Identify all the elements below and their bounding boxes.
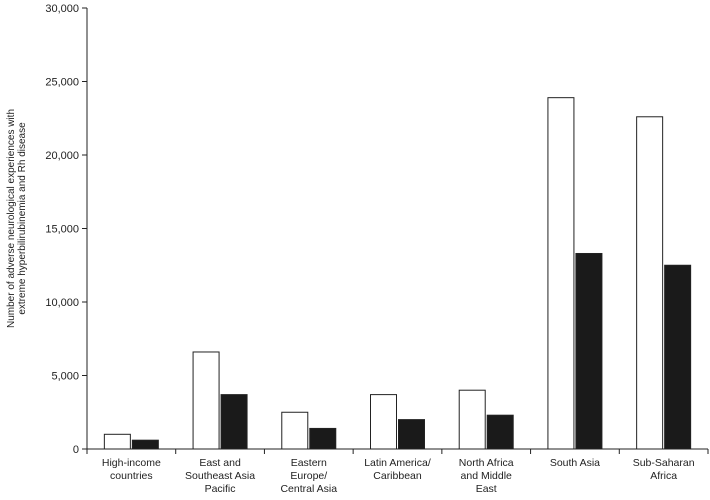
bar [398, 419, 425, 450]
x-tick-label: Eastern [291, 457, 327, 469]
bar [220, 394, 248, 450]
x-tick-label: Pacific [205, 483, 236, 495]
x-tick-label: East [476, 483, 497, 495]
x-tick-label: Central Asia [280, 483, 337, 495]
bar [281, 411, 309, 450]
x-tick-label: countries [110, 470, 153, 482]
x-tick-label: High-income [102, 457, 161, 469]
x-tick-label: and Middle [461, 470, 513, 482]
bar [131, 439, 159, 450]
bar [370, 394, 397, 450]
x-tick-label: Caribbean [373, 470, 422, 482]
y-axis-label-line: extreme hyperbilirubinemia and Rh diseas… [17, 122, 28, 315]
y-axis-label-line: Number of adverse neurological experienc… [6, 109, 17, 328]
x-tick-label: Africa [650, 470, 677, 482]
y-axis-label: Number of adverse neurological experienc… [6, 109, 28, 328]
y-tick-label: 25,000 [45, 77, 79, 89]
y-tick-label: 0 [73, 444, 79, 456]
y-axis: 0 5,000 10,000 15,000 20,000 25,000 30,000 [45, 3, 88, 456]
bar [103, 433, 131, 450]
x-tick-label: Sub-Saharan [633, 457, 695, 469]
x-tick-label: Southeast Asia [185, 470, 255, 482]
x-tick-label: North Africa [459, 457, 514, 469]
x-tick-label: East and [199, 457, 241, 469]
bar [309, 427, 337, 450]
y-tick-label: 15,000 [45, 224, 79, 236]
bar [458, 389, 486, 450]
x-tick-label: Latin America/ [364, 457, 431, 469]
y-tick-label: 5,000 [51, 371, 79, 383]
bars [103, 97, 692, 450]
x-tick-label: Europe/ [290, 470, 327, 482]
bar [636, 116, 664, 450]
bar [486, 414, 514, 450]
x-tick-label: South Asia [550, 457, 600, 469]
bar [547, 97, 575, 450]
y-tick-label: 10,000 [45, 297, 79, 309]
y-tick-label: 30,000 [45, 3, 79, 15]
bar [192, 351, 220, 450]
bar [664, 264, 692, 450]
y-tick-label: 20,000 [45, 150, 79, 162]
bar [575, 252, 603, 450]
